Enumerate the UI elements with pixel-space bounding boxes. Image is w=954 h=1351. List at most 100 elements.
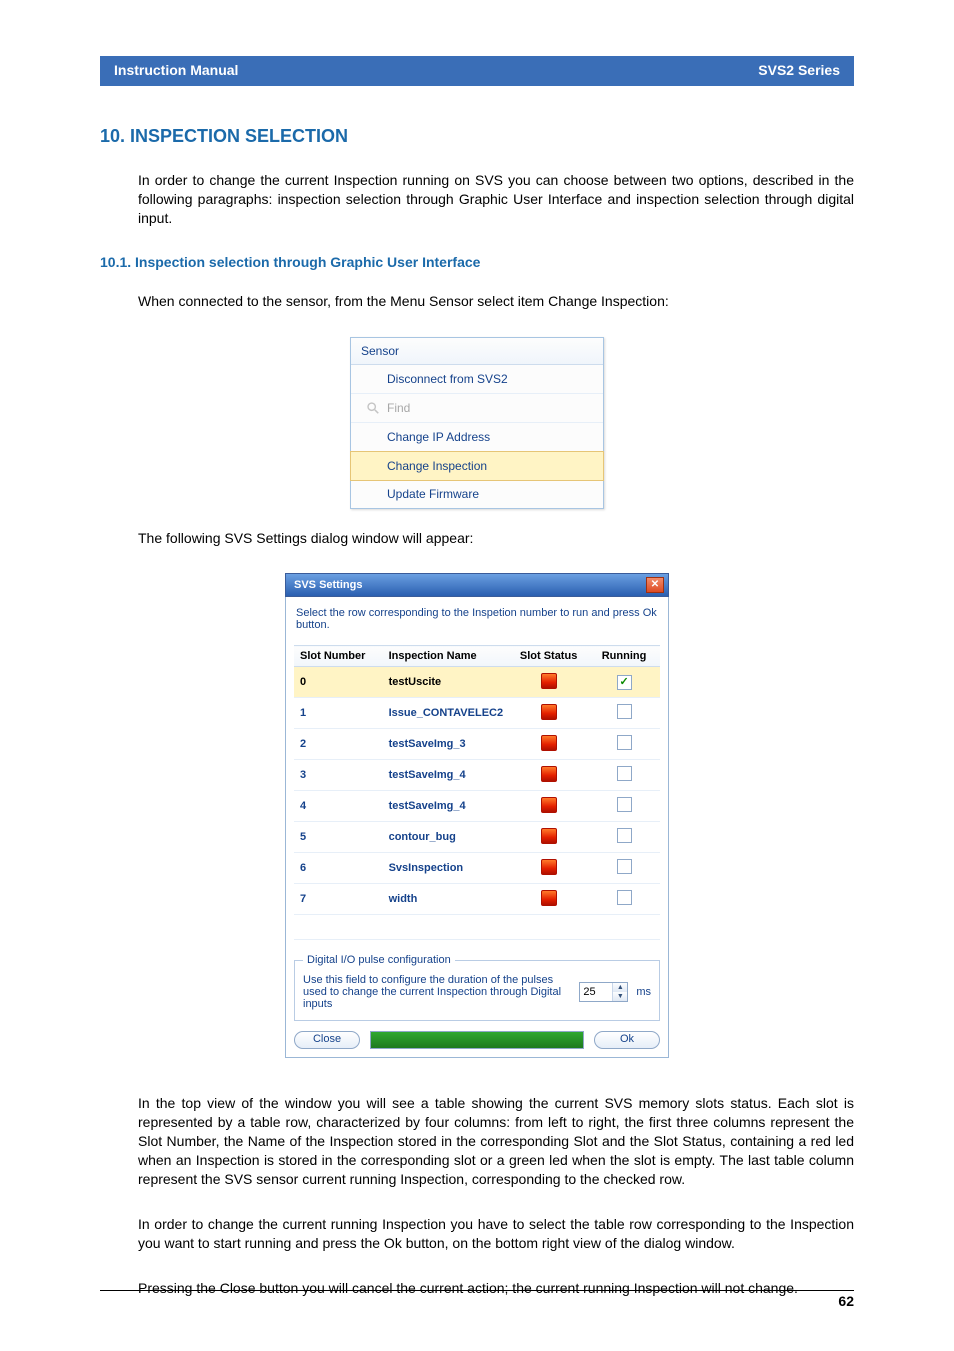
- col-running: Running: [588, 646, 660, 667]
- svs-settings-dialog: SVS Settings ✕ Select the row correspond…: [285, 573, 669, 1058]
- after-menu-text: The following SVS Settings dialog window…: [138, 529, 854, 548]
- menu-item-label: Change IP Address: [387, 430, 490, 444]
- slot-number: 3: [294, 760, 383, 791]
- slot-status: [509, 667, 588, 698]
- table-row[interactable]: 1Issue_CONTAVELEC2: [294, 698, 660, 729]
- running-cell: [588, 791, 660, 822]
- slot-status: [509, 853, 588, 884]
- header-left: Instruction Manual: [114, 62, 238, 78]
- header-right: SVS2 Series: [758, 62, 840, 78]
- led-red-icon: [541, 766, 557, 782]
- inspection-name: testSaveImg_3: [383, 729, 510, 760]
- table-row[interactable]: 3testSaveImg_4: [294, 760, 660, 791]
- menu-item-label: Change Inspection: [387, 459, 487, 473]
- menu-item-disconnect-from-svs2[interactable]: Disconnect from SVS2: [351, 365, 603, 394]
- para-slot-description: In the top view of the window you will s…: [138, 1094, 854, 1188]
- col-inspection-name: Inspection Name: [383, 646, 510, 667]
- table-row[interactable]: 2testSaveImg_3: [294, 729, 660, 760]
- subsection-heading: 10.1. Inspection selection through Graph…: [100, 254, 854, 270]
- running-cell: [588, 760, 660, 791]
- led-red-icon: [541, 704, 557, 720]
- inspection-name: testSaveImg_4: [383, 760, 510, 791]
- search-icon: [359, 401, 387, 415]
- led-red-icon: [541, 797, 557, 813]
- slot-status: [509, 729, 588, 760]
- slot-number: 7: [294, 884, 383, 915]
- inspection-name: Issue_CONTAVELEC2: [383, 698, 510, 729]
- subsection-lead: When connected to the sensor, from the M…: [138, 292, 854, 311]
- running-cell: [588, 884, 660, 915]
- inspection-name: width: [383, 884, 510, 915]
- io-pulse-fieldset: Digital I/O pulse configuration Use this…: [294, 954, 660, 1021]
- io-legend: Digital I/O pulse configuration: [303, 954, 455, 966]
- table-row[interactable]: 0testUscite ✓: [294, 667, 660, 698]
- running-checkbox[interactable]: [617, 859, 632, 874]
- table-row[interactable]: 5contour_bug: [294, 822, 660, 853]
- led-red-icon: [541, 828, 557, 844]
- table-row[interactable]: 7width: [294, 884, 660, 915]
- slot-status: [509, 698, 588, 729]
- slot-table: Slot Number Inspection Name Slot Status …: [294, 645, 660, 915]
- sensor-menu-title[interactable]: Sensor: [351, 338, 603, 365]
- inspection-name: SvsInspection: [383, 853, 510, 884]
- slot-number: 2: [294, 729, 383, 760]
- running-checkbox[interactable]: [617, 704, 632, 719]
- running-checkbox[interactable]: [617, 766, 632, 781]
- para-change-inspection: In order to change the current running I…: [138, 1215, 854, 1253]
- led-red-icon: [541, 859, 557, 875]
- close-button[interactable]: Close: [294, 1031, 360, 1049]
- running-cell: [588, 698, 660, 729]
- inspection-name: contour_bug: [383, 822, 510, 853]
- led-red-icon: [541, 673, 557, 689]
- spinner-down-icon[interactable]: ▼: [613, 992, 627, 1001]
- section-intro: In order to change the current Inspectio…: [138, 171, 854, 228]
- pulse-unit: ms: [636, 986, 651, 998]
- slot-status: [509, 760, 588, 791]
- menu-item-change-inspection[interactable]: Change Inspection: [350, 451, 604, 481]
- slot-status: [509, 884, 588, 915]
- running-checkbox[interactable]: [617, 890, 632, 905]
- doc-header: Instruction Manual SVS2 Series: [100, 56, 854, 86]
- table-row[interactable]: 4testSaveImg_4: [294, 791, 660, 822]
- pulse-duration-spinner[interactable]: ▲ ▼: [579, 982, 628, 1002]
- page-number: 62: [100, 1290, 854, 1309]
- led-red-icon: [541, 735, 557, 751]
- running-cell: [588, 729, 660, 760]
- settings-titlebar: SVS Settings ✕: [285, 573, 669, 597]
- io-description: Use this field to configure the duration…: [303, 974, 571, 1010]
- slot-status: [509, 791, 588, 822]
- running-checkbox[interactable]: [617, 735, 632, 750]
- running-cell: [588, 853, 660, 884]
- slot-number: 1: [294, 698, 383, 729]
- col-slot-number: Slot Number: [294, 646, 383, 667]
- section-heading: 10. INSPECTION SELECTION: [100, 126, 854, 147]
- sensor-menu: Sensor Disconnect from SVS2 Find Change IP…: [350, 337, 604, 509]
- slot-number: 6: [294, 853, 383, 884]
- menu-item-label: Update Firmware: [387, 487, 479, 501]
- menu-item-label: Disconnect from SVS2: [387, 372, 508, 386]
- running-checkbox[interactable]: [617, 828, 632, 843]
- menu-item-find: Find: [351, 394, 603, 423]
- slot-number: 0: [294, 667, 383, 698]
- led-red-icon: [541, 890, 557, 906]
- settings-title-text: SVS Settings: [294, 579, 362, 591]
- close-icon[interactable]: ✕: [646, 577, 664, 593]
- ok-button[interactable]: Ok: [594, 1031, 660, 1049]
- menu-item-update-firmware[interactable]: Update Firmware: [351, 480, 603, 508]
- slot-number: 4: [294, 791, 383, 822]
- slot-status: [509, 822, 588, 853]
- running-cell: [588, 822, 660, 853]
- spinner-up-icon[interactable]: ▲: [613, 983, 627, 992]
- menu-item-change-ip-address[interactable]: Change IP Address: [351, 423, 603, 452]
- col-slot-status: Slot Status: [509, 646, 588, 667]
- menu-item-label: Find: [387, 401, 410, 415]
- running-checkbox[interactable]: [617, 797, 632, 812]
- table-row[interactable]: 6SvsInspection: [294, 853, 660, 884]
- running-cell: ✓: [588, 667, 660, 698]
- progress-bar: [370, 1031, 584, 1049]
- settings-instruction: Select the row corresponding to the Insp…: [294, 605, 660, 645]
- slot-number: 5: [294, 822, 383, 853]
- pulse-duration-input[interactable]: [580, 983, 612, 1001]
- running-checkbox[interactable]: ✓: [617, 675, 632, 690]
- inspection-name: testUscite: [383, 667, 510, 698]
